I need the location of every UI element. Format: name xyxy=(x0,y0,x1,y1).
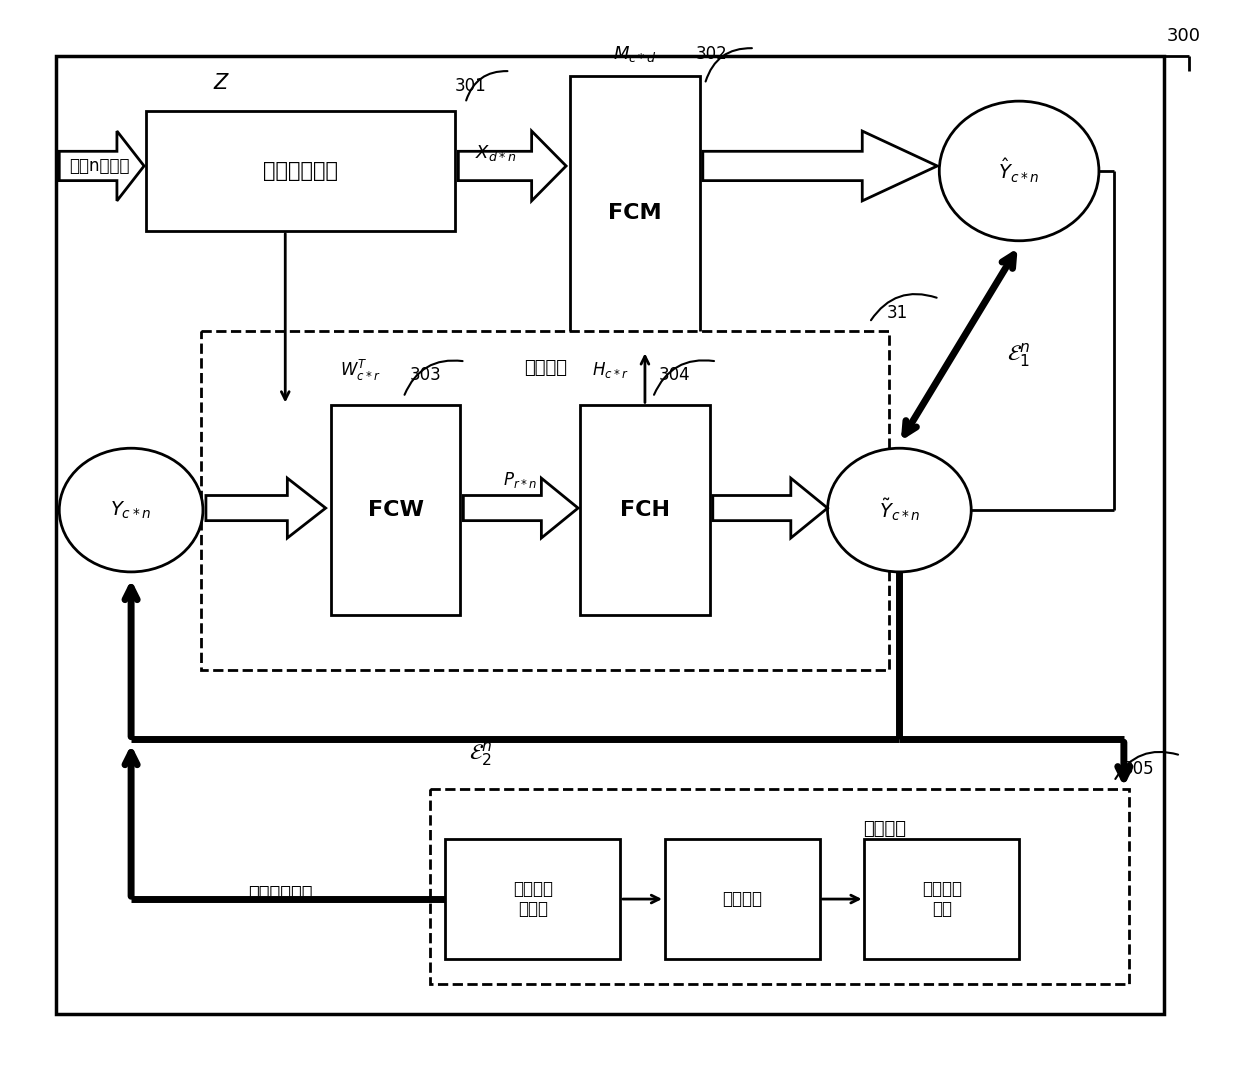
Text: 303: 303 xyxy=(409,366,441,384)
Text: 31: 31 xyxy=(887,303,908,321)
Ellipse shape xyxy=(939,101,1099,241)
Bar xyxy=(570,76,699,350)
Text: 计算权値
更新量: 计算权値 更新量 xyxy=(512,879,553,919)
Text: $P_{r*n}$: $P_{r*n}$ xyxy=(503,470,537,491)
Text: 计算优化
函数: 计算优化 函数 xyxy=(921,879,962,919)
Text: 计算梯度: 计算梯度 xyxy=(722,890,763,908)
Text: 映射网络: 映射网络 xyxy=(523,360,567,377)
Polygon shape xyxy=(464,478,578,538)
Bar xyxy=(201,331,889,669)
Text: 特征提取网络: 特征提取网络 xyxy=(263,161,339,181)
Ellipse shape xyxy=(827,449,971,572)
Bar xyxy=(56,57,1164,1014)
Bar xyxy=(665,840,820,959)
Text: $Y_{c*n}$: $Y_{c*n}$ xyxy=(110,499,151,521)
Polygon shape xyxy=(206,478,326,538)
Text: $X_{d*n}$: $X_{d*n}$ xyxy=(475,144,516,163)
Ellipse shape xyxy=(60,449,203,572)
Text: 301: 301 xyxy=(455,77,486,95)
Bar xyxy=(430,789,1128,984)
Bar xyxy=(445,840,620,959)
Bar xyxy=(580,405,709,615)
Text: $\mathcal{E}_1^n$: $\mathcal{E}_1^n$ xyxy=(1007,342,1030,369)
Bar xyxy=(331,405,460,615)
Text: $\hat{Y}_{c*n}$: $\hat{Y}_{c*n}$ xyxy=(998,156,1040,185)
Text: FCW: FCW xyxy=(367,500,424,521)
Text: 304: 304 xyxy=(660,366,691,384)
Text: 305: 305 xyxy=(1123,760,1154,779)
Text: $H_{c*r}$: $H_{c*r}$ xyxy=(591,361,629,380)
Bar xyxy=(146,111,455,230)
Text: $\mathcal{E}_2^n$: $\mathcal{E}_2^n$ xyxy=(469,740,492,768)
Text: 300: 300 xyxy=(1167,27,1200,45)
Text: 302: 302 xyxy=(696,45,728,63)
Polygon shape xyxy=(60,131,144,201)
Polygon shape xyxy=(459,131,567,201)
Text: $M_{c*d}$: $M_{c*d}$ xyxy=(613,44,657,64)
Text: 输入n个图片: 输入n个图片 xyxy=(69,157,129,175)
Text: FCM: FCM xyxy=(608,203,662,224)
Text: $\tilde{Y}_{c*n}$: $\tilde{Y}_{c*n}$ xyxy=(879,497,920,524)
Bar xyxy=(864,840,1019,959)
Polygon shape xyxy=(703,131,937,201)
Text: 处理单元: 处理单元 xyxy=(863,820,906,839)
Text: 更新权値参数: 更新权値参数 xyxy=(248,885,312,903)
Text: Z: Z xyxy=(213,73,228,93)
Text: $W_{c*r}^{T}$: $W_{c*r}^{T}$ xyxy=(340,358,381,383)
Text: FCH: FCH xyxy=(620,500,670,521)
Polygon shape xyxy=(713,478,827,538)
